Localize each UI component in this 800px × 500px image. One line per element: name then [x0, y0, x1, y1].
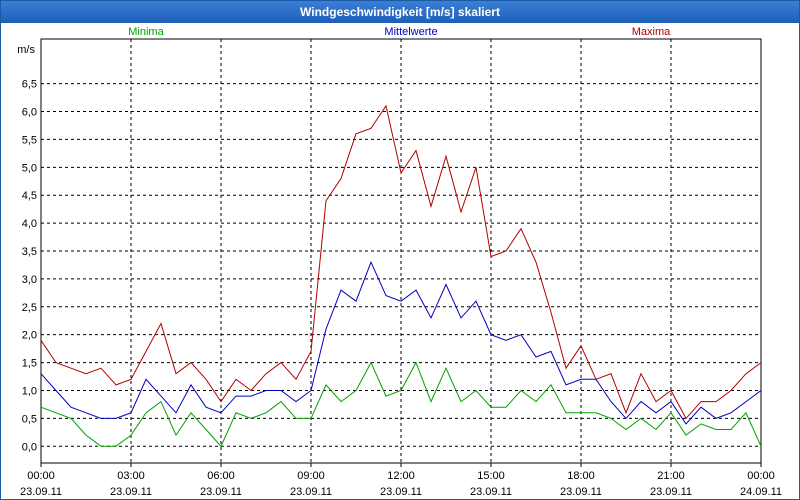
series-line-minima	[40, 361, 762, 448]
y-tick-label: 6,0	[22, 107, 37, 119]
x-tick-time-label: 03:00	[117, 470, 145, 482]
x-tick-date-label: 23.09.11	[470, 486, 512, 498]
legend-entry-mittelwerte: Mittelwerte	[384, 26, 437, 38]
x-tick-time-label: 18:00	[567, 470, 595, 482]
y-tick-label: 5,0	[22, 162, 37, 174]
y-tick-label: 5,5	[22, 134, 37, 146]
x-tick-time-label: 12:00	[387, 470, 415, 482]
x-tick-time-label: 09:00	[297, 470, 325, 482]
legend-entry-maxima: Maxima	[632, 26, 671, 38]
y-tick-label: 4,0	[22, 218, 37, 230]
y-tick-label: 3,0	[22, 274, 37, 286]
wind-speed-chart: 0,0 0,5 1,0 1,5 2,0 2,5 3,0 3,5 4,0 4,5 5,0 5,5 6,0 6…	[17, 26, 782, 498]
y-tick-label: 3,5	[22, 246, 37, 258]
y-tick-label: 6,5	[22, 79, 37, 91]
y-tick-label: 0,0	[22, 441, 37, 453]
y-tick-label: 1,5	[22, 358, 37, 370]
x-tick-date-label: 23.09.11	[560, 486, 602, 498]
legend-entry-minima: Minima	[128, 26, 164, 38]
y-tick-label: 1,0	[22, 385, 37, 397]
x-tick-time-label: 00:00	[747, 470, 775, 482]
x-tick-date-label: 23.09.11	[20, 486, 62, 498]
x-tick-time-label: 21:00	[657, 470, 685, 482]
x-tick-time-label: 15:00	[477, 470, 505, 482]
x-tick-time-label: 06:00	[207, 470, 235, 482]
x-tick-date-label: 24.09.11	[740, 486, 782, 498]
x-tick-date-label: 23.09.11	[290, 486, 332, 498]
y-tick-label: 4,5	[22, 190, 37, 202]
x-tick-time-label: 00:00	[27, 470, 55, 482]
window-title: Windgeschwindigkeit [m/s] skaliert	[1, 1, 799, 23]
x-tick-date-label: 23.09.11	[200, 486, 242, 498]
y-tick-label: 0,5	[22, 413, 37, 425]
x-tick-date-label: 23.09.11	[650, 486, 692, 498]
y-tick-label: 2,5	[22, 302, 37, 314]
x-tick-date-label: 23.09.11	[380, 486, 422, 498]
y-tick-label: 2,0	[22, 330, 37, 342]
x-tick-date-label: 23.09.11	[110, 486, 152, 498]
series-line-maxima	[40, 104, 762, 420]
y-axis-label: m/s	[17, 44, 35, 56]
series-line-mittelwerte	[40, 260, 762, 425]
